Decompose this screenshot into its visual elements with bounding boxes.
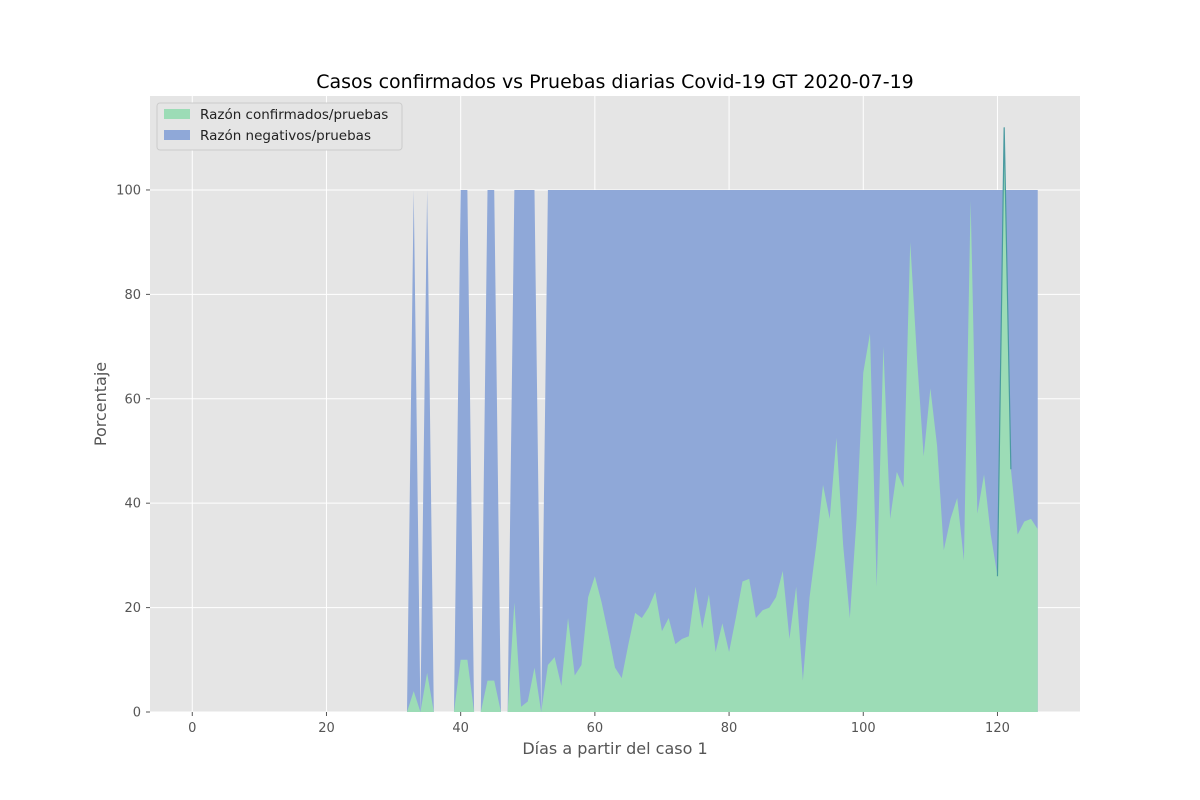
area-series (406, 127, 1038, 713)
axis-ticks: 0 20 40 60 80 100 120 0 20 40 60 80 100 (116, 183, 1010, 736)
y-tick-label: 20 (124, 601, 141, 616)
legend-label-confirmados: Razón confirmados/pruebas (200, 107, 388, 123)
x-tick-label: 100 (851, 721, 876, 736)
x-tick-label: 0 (188, 721, 196, 736)
legend-swatch-confirmados (164, 109, 190, 119)
y-tick-label: 40 (124, 497, 141, 512)
x-tick-label: 80 (721, 721, 738, 736)
x-tick-label: 120 (985, 721, 1010, 736)
spike-outline (996, 127, 1012, 577)
x-tick-label: 60 (587, 721, 604, 736)
x-axis-label: Días a partir del caso 1 (522, 739, 707, 758)
legend-label-negativos: Razón negativos/pruebas (200, 128, 371, 144)
y-axis-label: Porcentaje (91, 362, 110, 446)
legend-swatch-negativos (164, 130, 190, 140)
y-tick-label: 100 (116, 183, 141, 198)
legend: Razón confirmados/pruebas Razón negativo… (156, 102, 403, 151)
x-tick-label: 20 (318, 721, 335, 736)
y-tick-label: 0 (133, 706, 141, 721)
legend-box (156, 102, 403, 151)
y-tick-label: 60 (124, 392, 141, 407)
area-confirmados (406, 127, 1038, 713)
chart-title: Casos confirmados vs Pruebas diarias Cov… (316, 71, 914, 93)
x-tick-label: 40 (452, 721, 469, 736)
y-tick-label: 80 (124, 288, 141, 303)
